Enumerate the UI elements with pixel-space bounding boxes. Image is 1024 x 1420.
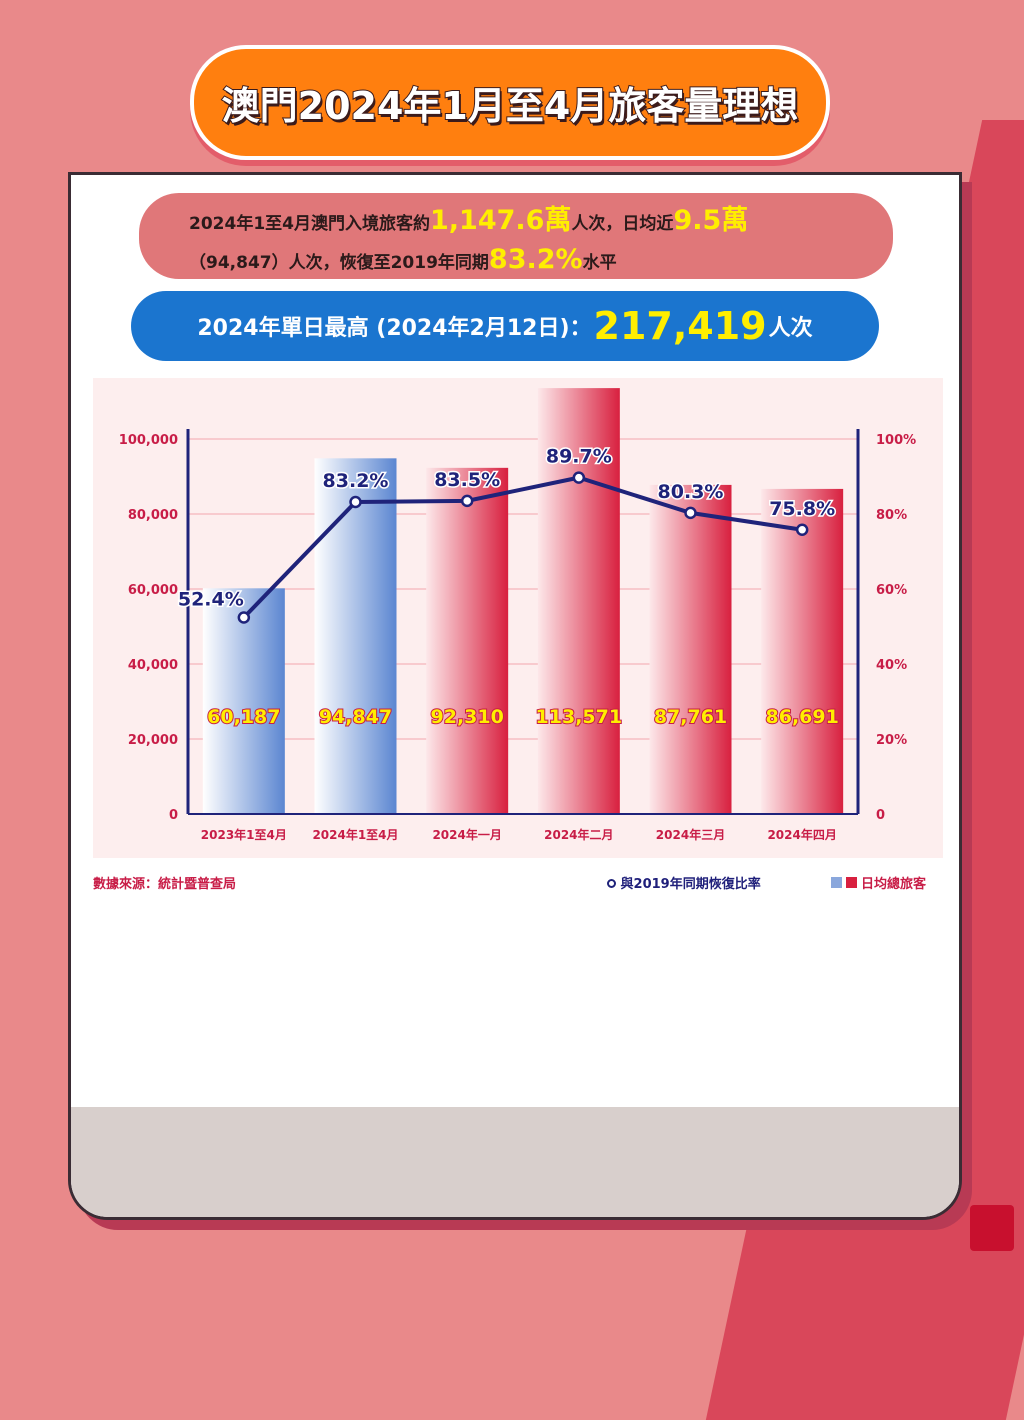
y-tick-label: 40,000 bbox=[128, 658, 178, 673]
rate-point bbox=[572, 471, 586, 484]
bar-value-label: 113,571 bbox=[536, 706, 623, 728]
y-tick-label: 20,000 bbox=[128, 733, 178, 748]
rate-point bbox=[460, 494, 474, 508]
summary-rate: 83.2% bbox=[488, 244, 583, 275]
y2-tick-label: 80% bbox=[876, 508, 907, 523]
x-tick-label: 2024年二月 bbox=[544, 827, 613, 842]
x-tick-label: 2024年四月 bbox=[767, 827, 836, 842]
rate-label: 75.8% bbox=[769, 498, 835, 520]
y2-tick-label: 40% bbox=[876, 658, 907, 673]
legend-bars: 日均總旅客 bbox=[831, 873, 926, 892]
bar-value-label: 87,761 bbox=[654, 706, 727, 728]
summary-daily: 9.5萬 bbox=[673, 205, 749, 236]
rate-line bbox=[242, 475, 803, 619]
rate-label: 80.3% bbox=[658, 481, 724, 503]
summary-text: 水平 bbox=[582, 253, 617, 273]
y-tick-label: 60,000 bbox=[128, 583, 178, 598]
peak-value: 217,419 bbox=[593, 304, 767, 348]
summary-text: 人次，日均近 bbox=[571, 214, 674, 234]
info-card: 2024年1至4月澳門入境旅客約1,147.6萬人次，日均近9.5萬 （94,8… bbox=[68, 172, 962, 1220]
bar-value-label: 60,187 bbox=[207, 706, 280, 728]
bar-value-label: 94,847 bbox=[319, 706, 392, 728]
summary-text: 2024年1至4月澳門入境旅客約 bbox=[189, 214, 430, 234]
y-tick-label: 100,000 bbox=[119, 433, 178, 448]
peak-unit: 人次 bbox=[768, 316, 813, 341]
y2-tick-label: 60% bbox=[876, 583, 907, 598]
y2-tick-label: 100% bbox=[876, 433, 916, 448]
bar bbox=[761, 488, 844, 814]
legend-swatch-blue bbox=[831, 877, 842, 888]
legend-line-label: 與2019年同期恢復比率 bbox=[620, 877, 761, 892]
y2-tick-label: 0 bbox=[876, 808, 885, 823]
rate-label: 52.4% bbox=[178, 589, 244, 611]
summary-box: 2024年1至4月澳門入境旅客約1,147.6萬人次，日均近9.5萬 （94,8… bbox=[139, 193, 893, 279]
x-tick-label: 2023年1至4月 bbox=[201, 827, 287, 842]
rate-point bbox=[349, 495, 362, 509]
rate-label: 83.5% bbox=[434, 469, 500, 491]
x-tick-label: 2024年1至4月 bbox=[312, 827, 398, 842]
y-tick-label: 0 bbox=[169, 808, 178, 823]
peak-label: 2024年單日最高 (2024年2月12日)： bbox=[197, 316, 592, 341]
macau-logo bbox=[970, 1205, 1014, 1251]
y2-tick-label: 20% bbox=[876, 733, 907, 748]
bar-value-label: 92,310 bbox=[431, 706, 504, 728]
rate-point bbox=[795, 523, 809, 536]
bar bbox=[314, 458, 397, 814]
legend-swatch-red bbox=[846, 877, 857, 888]
page-title: 澳門2024年1月至4月旅客量理想 bbox=[221, 83, 800, 129]
title-banner: 澳門2024年1月至4月旅客量理想 bbox=[190, 45, 830, 160]
bar bbox=[649, 484, 732, 814]
chart: 0 0 20,000 20% 40,000 40% 60,000 60% 80,000 80% 10… bbox=[119, 388, 916, 842]
x-tick-label: 2024年三月 bbox=[656, 827, 725, 842]
bar bbox=[537, 388, 620, 814]
bar bbox=[202, 588, 285, 814]
legend-line: 與2019年同期恢復比率 bbox=[607, 873, 761, 892]
rate-label: 89.7% bbox=[546, 446, 612, 468]
rate-point bbox=[684, 506, 697, 520]
rate-point bbox=[237, 611, 251, 624]
data-source: 數據來源：統計暨普查局 bbox=[93, 877, 237, 892]
bar-value-label: 86,691 bbox=[766, 706, 839, 728]
legend-bars-label: 日均總旅客 bbox=[861, 877, 927, 892]
peak-box: 2024年單日最高 (2024年2月12日)： 217,419 人次 bbox=[131, 291, 879, 361]
x-tick-label: 2024年一月 bbox=[432, 827, 501, 842]
y-tick-label: 80,000 bbox=[128, 508, 178, 523]
summary-total: 1,147.6萬 bbox=[429, 205, 572, 236]
summary-text: （94,847）人次，恢復至2019年同期 bbox=[189, 253, 489, 273]
street-illustration bbox=[71, 1107, 959, 1217]
rate-label: 83.2% bbox=[323, 470, 389, 492]
bar bbox=[426, 467, 509, 814]
